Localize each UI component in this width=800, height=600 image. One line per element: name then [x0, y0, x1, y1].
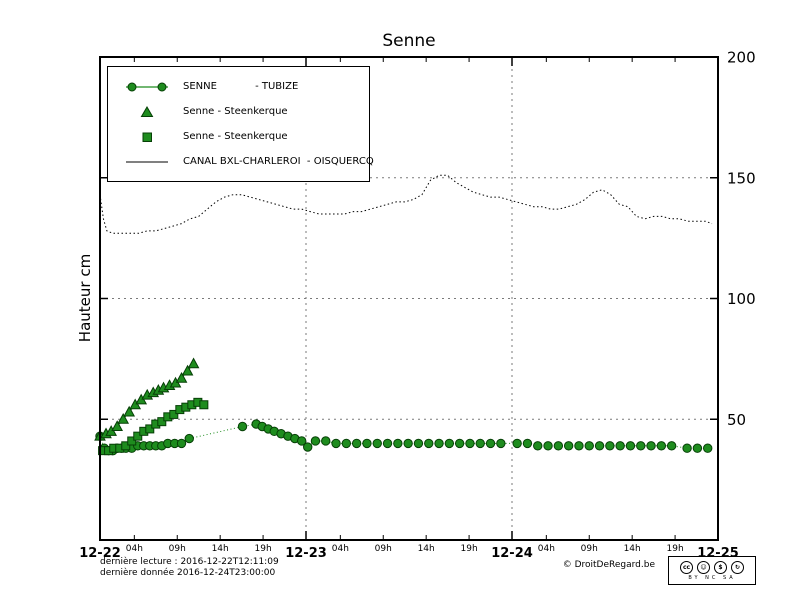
copyright-text: © DroitDeRegard.be	[562, 560, 655, 570]
x-hour-label: 04h	[126, 544, 143, 554]
plot-border	[99, 56, 719, 541]
legend-label: Senne - Steenkerque	[183, 131, 288, 142]
square-marker-icon	[124, 131, 170, 143]
cc-icons-row: cc ☺ $ ↻	[680, 560, 744, 574]
series-senne-steenkerque-triangles	[94, 357, 200, 441]
legend-label: SENNE - TUBIZE	[183, 81, 299, 92]
line-marker-icon	[124, 156, 170, 168]
series-canal-oisquercq	[99, 174, 713, 234]
legend-label: CANAL BXL-CHARLEROI - OISQUERCQ	[183, 156, 374, 167]
legend-item-steenkerque-triangle: Senne - Steenkerque	[108, 99, 369, 124]
y-tick-label: 50	[727, 411, 746, 429]
legend: SENNE - TUBIZE Senne - Steenkerque Senne…	[107, 66, 374, 182]
series-senne-tubize	[95, 419, 713, 456]
last-data-text: dernière donnée 2016-12-24T23:00:00	[100, 568, 276, 578]
by-icon: ☺	[697, 560, 710, 574]
y-tick-label: 200	[727, 49, 756, 67]
chart-title: Senne	[382, 31, 436, 51]
legend-item-canal: CANAL BXL-CHARLEROI - OISQUERCQ	[108, 149, 374, 174]
sa-icon: ↻	[731, 560, 744, 574]
x-hour-label: 14h	[624, 544, 641, 554]
y-axis-label: Hauteur cm	[76, 253, 94, 343]
x-hour-label: 14h	[418, 544, 435, 554]
cc-license-badge[interactable]: cc ☺ $ ↻ BY NC SA	[668, 556, 756, 585]
footer-status: dernière lecture : 2016-12-22T12:11:09 d…	[100, 557, 279, 579]
x-hour-label: 19h	[667, 544, 684, 554]
legend-item-steenkerque-square: Senne - Steenkerque	[108, 124, 369, 149]
nc-icon: $	[714, 560, 727, 574]
circle-line-marker-icon	[124, 81, 170, 93]
triangle-marker-icon	[124, 105, 170, 118]
cc-caption: BY NC SA	[688, 574, 736, 581]
x-hour-label: 19h	[255, 544, 272, 554]
x-hour-label: 09h	[169, 544, 186, 554]
last-reading-text: dernière lecture : 2016-12-22T12:11:09	[100, 557, 279, 567]
x-hour-label: 04h	[538, 544, 555, 554]
y-tick-label: 100	[727, 290, 756, 308]
x-day-label: 12-23	[285, 546, 327, 561]
x-hour-label: 09h	[375, 544, 392, 554]
x-hour-label: 19h	[461, 544, 478, 554]
x-hour-label: 04h	[332, 544, 349, 554]
y-tick-label: 150	[727, 169, 756, 187]
legend-item-tubize: SENNE - TUBIZE	[108, 74, 369, 99]
series-senne-steenkerque-squares	[98, 397, 209, 456]
legend-label: Senne - Steenkerque	[183, 106, 288, 117]
x-day-label: 12-24	[491, 546, 533, 561]
x-hour-label: 14h	[212, 544, 229, 554]
cc-icon: cc	[680, 560, 693, 574]
x-hour-label: 09h	[581, 544, 598, 554]
x-day-label: 12-22	[79, 546, 121, 561]
